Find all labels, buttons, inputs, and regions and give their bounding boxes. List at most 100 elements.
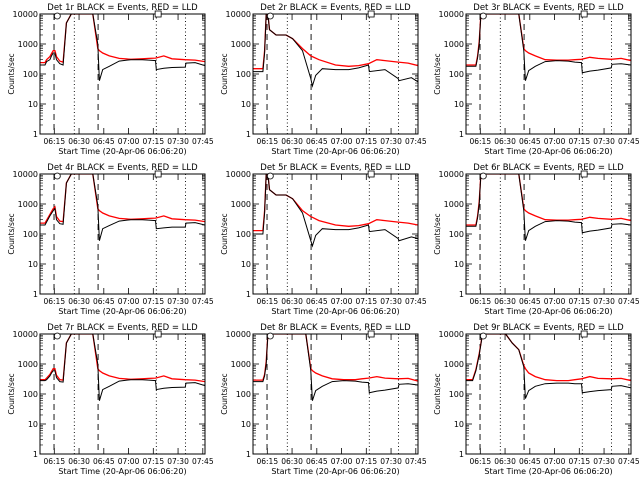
y-tick-label: 1	[246, 130, 251, 139]
x-tick-label: 07:30	[380, 457, 402, 466]
x-tick-label: 07:30	[167, 457, 189, 466]
y-tick-label: 1	[33, 290, 38, 299]
y-axis-label: Counts/sec	[7, 213, 16, 254]
x-tick-label: 07:30	[593, 297, 615, 306]
y-axis-label: Counts/sec	[220, 213, 229, 254]
top-circle-marker	[479, 332, 487, 340]
x-tick-label: 06:15	[256, 457, 278, 466]
y-tick-label: 1000	[18, 40, 38, 49]
top-circle-marker	[266, 172, 274, 180]
x-tick-label: 07:45	[618, 297, 640, 306]
x-tick-label: 06:30	[281, 137, 303, 146]
x-tick-label: 07:15	[568, 137, 590, 146]
x-tick-label: 07:45	[405, 297, 427, 306]
y-tick-label: 1	[33, 450, 38, 459]
top-circle-marker	[479, 12, 487, 20]
y-tick-label: 100	[23, 390, 38, 399]
chart-title: Det 8r BLACK = Events, RED = LLD	[260, 323, 411, 333]
y-tick-label: 10	[28, 100, 38, 109]
y-tick-label: 1000	[444, 360, 464, 369]
x-axis-label: Start Time (20-Apr-06 06:06:20)	[58, 467, 186, 476]
y-tick-label: 1	[459, 290, 464, 299]
x-tick-label: 07:30	[167, 297, 189, 306]
series-line-events	[253, 174, 418, 248]
y-tick-label: 1000	[231, 200, 251, 209]
series-line-lld	[253, 174, 418, 232]
chart-panel-4: 1 10 100 1000 10000 06:15 06:30 06:45 07:00 07:15…	[7, 163, 214, 316]
x-tick-label: 07:00	[331, 457, 353, 466]
series-line-lld	[253, 334, 418, 382]
y-tick-label: 1	[33, 130, 38, 139]
series-line-events	[40, 174, 205, 241]
chart-title: Det 2r BLACK = Events, RED = LLD	[260, 3, 411, 13]
chart-title: Det 4r BLACK = Events, RED = LLD	[47, 163, 198, 173]
y-tick-label: 10	[241, 260, 251, 269]
y-tick-label: 10000	[226, 170, 251, 179]
x-tick-label: 06:30	[494, 457, 516, 466]
x-tick-label: 07:00	[118, 137, 140, 146]
y-tick-label: 10	[28, 260, 38, 269]
y-tick-label: 100	[236, 70, 251, 79]
x-tick-label: 06:30	[281, 297, 303, 306]
x-tick-label: 07:00	[544, 297, 566, 306]
chart-title: Det 5r BLACK = Events, RED = LLD	[260, 163, 411, 173]
plot-frame	[39, 13, 206, 135]
y-tick-label: 100	[23, 230, 38, 239]
y-tick-label: 10000	[226, 10, 251, 19]
chart-panel-1: 1 10 100 1000 10000 06:15 06:30 06:45 07:00 07:15…	[7, 3, 214, 156]
y-tick-label: 1	[459, 130, 464, 139]
top-square-marker	[367, 170, 375, 178]
x-tick-label: 07:45	[192, 297, 214, 306]
x-tick-label: 06:45	[519, 297, 541, 306]
top-square-marker	[154, 330, 162, 338]
y-axis-label: Counts/sec	[7, 53, 16, 94]
top-circle-marker	[479, 172, 487, 180]
x-axis-label: Start Time (20-Apr-06 06:06:20)	[271, 467, 399, 476]
y-tick-label: 1000	[231, 360, 251, 369]
x-tick-label: 06:15	[256, 137, 278, 146]
series-line-events	[466, 14, 631, 81]
x-tick-label: 07:15	[142, 297, 164, 306]
chart-panel-5: 1 10 100 1000 10000 06:15 06:30 06:45 07:00 07:15…	[220, 163, 427, 316]
series-line-lld	[40, 334, 205, 383]
x-tick-label: 07:30	[380, 137, 402, 146]
y-tick-label: 10000	[439, 330, 464, 339]
series-line-lld	[253, 14, 418, 70]
top-square-marker	[580, 170, 588, 178]
series-group	[40, 334, 205, 401]
y-tick-label: 10	[241, 100, 251, 109]
y-tick-label: 100	[449, 390, 464, 399]
chart-panel-2: 1 10 100 1000 10000 06:15 06:30 06:45 07:00 07:15…	[220, 3, 427, 156]
y-tick-label: 10000	[226, 330, 251, 339]
x-tick-label: 06:45	[306, 297, 328, 306]
top-square-marker	[367, 10, 375, 18]
x-tick-label: 06:45	[519, 457, 541, 466]
x-tick-label: 06:15	[43, 297, 65, 306]
series-line-events	[466, 174, 631, 241]
x-axis-label: Start Time (20-Apr-06 06:06:20)	[271, 307, 399, 316]
y-tick-label: 1000	[18, 200, 38, 209]
x-tick-label: 06:45	[93, 457, 115, 466]
series-group	[253, 14, 418, 88]
y-tick-label: 1000	[444, 200, 464, 209]
y-tick-label: 1	[246, 450, 251, 459]
x-tick-label: 06:30	[68, 457, 90, 466]
x-tick-label: 07:45	[618, 457, 640, 466]
x-tick-label: 06:30	[281, 457, 303, 466]
x-tick-label: 07:15	[355, 137, 377, 146]
y-tick-label: 10	[454, 100, 464, 109]
y-tick-label: 10	[28, 420, 38, 429]
y-axis-label: Counts/sec	[220, 53, 229, 94]
y-tick-label: 100	[449, 70, 464, 79]
x-tick-label: 07:15	[355, 297, 377, 306]
x-tick-label: 07:45	[405, 137, 427, 146]
y-tick-label: 10000	[439, 10, 464, 19]
chart-panel-9: 1 10 100 1000 10000 06:15 06:30 06:45 07:00 07:15…	[433, 323, 640, 476]
x-tick-label: 07:00	[331, 137, 353, 146]
top-square-marker	[367, 330, 375, 338]
series-line-events	[253, 14, 418, 88]
top-square-marker	[154, 10, 162, 18]
x-tick-label: 07:30	[167, 137, 189, 146]
y-tick-label: 1000	[231, 40, 251, 49]
